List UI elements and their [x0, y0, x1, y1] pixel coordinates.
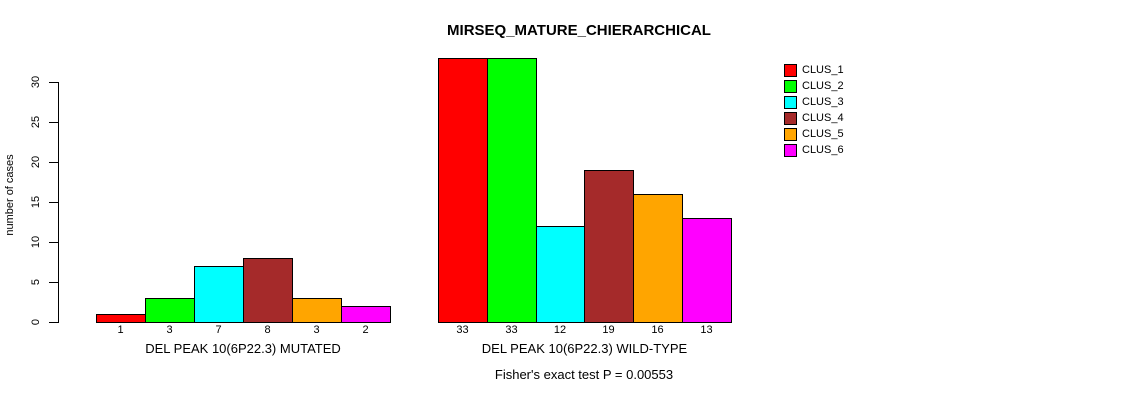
- legend-color-swatch: [784, 112, 797, 125]
- y-axis-tick-label: 15: [30, 195, 42, 209]
- bar-clus_4: [243, 258, 293, 323]
- y-axis-tick: [49, 122, 58, 123]
- legend-color-swatch: [784, 144, 797, 157]
- bar-value-label: 19: [602, 324, 615, 336]
- bar-value-label: 3: [166, 324, 173, 336]
- fisher-test-annotation: Fisher's exact test P = 0.00553: [494, 367, 674, 382]
- y-axis-tick: [49, 322, 58, 323]
- legend-label: CLUS_5: [802, 128, 844, 140]
- bar-value-label: 33: [456, 324, 469, 336]
- legend-item: CLUS_3: [784, 96, 844, 112]
- legend-item: CLUS_2: [784, 80, 844, 96]
- bar-clus_6: [341, 306, 391, 323]
- legend-label: CLUS_3: [802, 96, 844, 108]
- legend-color-swatch: [784, 128, 797, 141]
- y-axis-tick-label: 25: [30, 115, 42, 129]
- legend-label: CLUS_1: [802, 64, 844, 76]
- legend-item: CLUS_4: [784, 112, 844, 128]
- bar-clus_3: [194, 266, 244, 323]
- bar-clus_1: [438, 58, 488, 323]
- y-axis-tick-label: 30: [30, 75, 42, 89]
- x-axis-group-label: DEL PEAK 10(6P22.3) MUTATED: [145, 341, 341, 356]
- bar-clus_2: [487, 58, 537, 323]
- legend-color-swatch: [784, 96, 797, 109]
- bar-clus_2: [145, 298, 195, 323]
- bar-clus_3: [536, 226, 585, 323]
- x-axis-group-label: DEL PEAK 10(6P22.3) WILD-TYPE: [481, 341, 688, 356]
- y-axis-tick: [49, 202, 58, 203]
- bar-value-label: 16: [651, 324, 664, 336]
- y-axis-tick: [49, 282, 58, 283]
- bar-value-label: 12: [553, 324, 567, 336]
- legend-item: CLUS_6: [784, 144, 844, 160]
- bar-clus_6: [682, 218, 732, 323]
- y-axis-tick: [49, 162, 58, 163]
- legend-color-swatch: [784, 64, 797, 77]
- y-axis-tick-label: 20: [30, 155, 42, 169]
- y-axis-line: [58, 82, 59, 323]
- bar-value-label: 1: [117, 324, 124, 336]
- bar-value-label: 8: [264, 324, 271, 336]
- legend-item: CLUS_5: [784, 128, 844, 144]
- bar-clus_4: [584, 170, 634, 323]
- y-axis-tick: [49, 242, 58, 243]
- y-axis-tick-label: 10: [30, 235, 42, 249]
- y-axis-tick-label: 5: [30, 278, 42, 286]
- bar-value-label: 3: [313, 324, 320, 336]
- y-axis-tick-label: 0: [30, 318, 42, 326]
- y-axis-tick: [49, 82, 58, 83]
- bar-clus_5: [292, 298, 342, 323]
- chart-title: MIRSEQ_MATURE_CHIERARCHICAL: [447, 22, 711, 39]
- bar-value-label: 33: [505, 324, 518, 336]
- legend-label: CLUS_4: [802, 112, 844, 124]
- legend: CLUS_1 CLUS_2 CLUS_3 CLUS_4 CLUS_5 CLUS_6: [784, 64, 844, 160]
- legend-label: CLUS_6: [802, 144, 844, 156]
- legend-label: CLUS_2: [802, 80, 844, 92]
- legend-color-swatch: [784, 80, 797, 93]
- bar-clus_1: [96, 314, 146, 323]
- bar-value-label: 2: [362, 324, 369, 336]
- bar-clus_5: [633, 194, 683, 323]
- bar-value-label: 13: [700, 324, 713, 336]
- bar-value-label: 7: [215, 324, 222, 336]
- legend-item: CLUS_1: [784, 64, 844, 80]
